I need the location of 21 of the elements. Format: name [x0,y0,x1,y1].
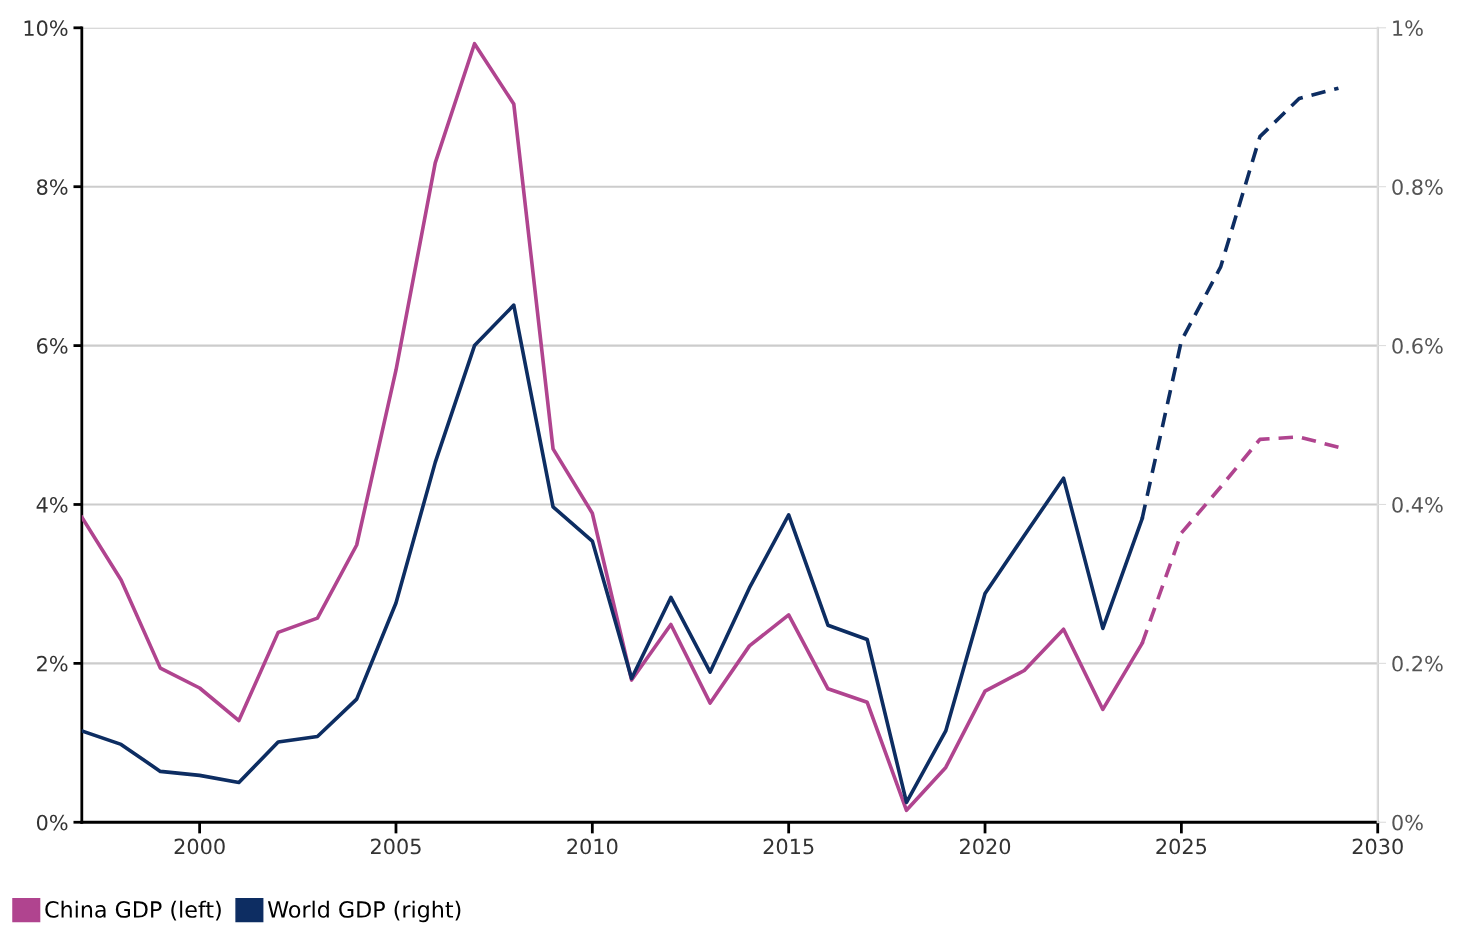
y2-tick-label: 0.2% [1392,655,1443,672]
y-tick-label: 8% [36,179,68,195]
x-tick-label: 2010 [567,838,618,855]
legend-label: China GDP (left) [45,900,221,921]
y-tick-label: 10% [24,20,68,37]
y-tick-label: 4% [36,496,68,513]
y2-tick-label: 1% [1393,20,1423,37]
x-tick-label: 2020 [960,838,1011,855]
y2-tick-label: 0.8% [1392,179,1443,195]
y-tick-label: 0% [36,814,68,831]
y2-tick-label: 0% [1392,814,1423,831]
x-tick-label: 2000 [174,838,225,855]
x-tick-label: 2030 [1352,838,1403,855]
x-tick-label: 2005 [370,838,421,855]
legend-label: World GDP (right) [267,900,461,923]
y-tick-label: 6% [37,338,68,354]
y2-tick-label: 0.4% [1392,496,1443,513]
x-tick-label: 2015 [763,838,814,855]
y2-tick-label: 0.6% [1392,338,1443,354]
x-tick-label: 2025 [1156,838,1207,855]
y-tick-label: 2% [37,655,68,672]
